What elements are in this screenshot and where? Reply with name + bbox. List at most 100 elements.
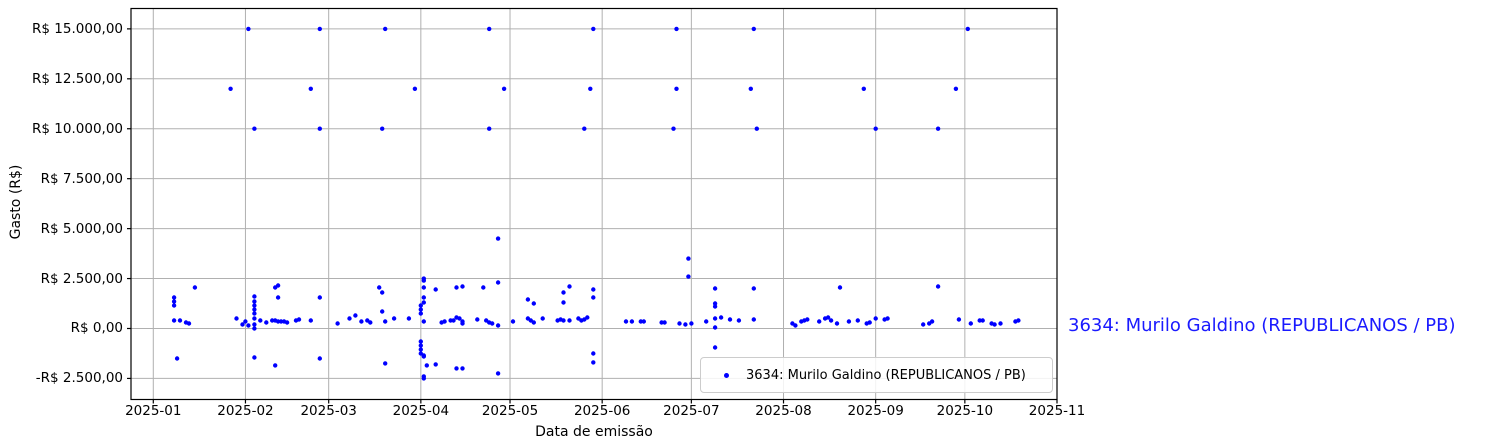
data-point	[418, 311, 423, 316]
data-point	[421, 319, 426, 324]
data-point	[418, 343, 423, 348]
x-axis-title: Data de emissão	[535, 424, 653, 440]
legend-marker-icon	[724, 372, 729, 378]
data-point	[234, 316, 239, 321]
data-point	[591, 26, 596, 32]
data-point	[582, 126, 587, 131]
data-point	[451, 318, 456, 323]
data-point	[418, 303, 423, 308]
x-tick-label: 2025-09	[847, 403, 904, 419]
data-point	[490, 321, 495, 326]
data-point	[273, 363, 278, 368]
data-point	[264, 320, 269, 325]
data-point	[998, 321, 1003, 326]
data-point	[442, 319, 447, 324]
data-point	[317, 356, 322, 361]
x-tick-label: 2025-05	[481, 403, 539, 419]
data-point	[525, 297, 531, 302]
data-point	[754, 126, 759, 131]
data-point	[567, 284, 572, 289]
data-point	[421, 376, 426, 381]
y-tick-label: R$ 5.000,00	[40, 220, 123, 237]
data-point	[186, 321, 192, 326]
data-point	[495, 236, 501, 241]
data-point	[591, 295, 596, 300]
data-point	[171, 299, 177, 304]
data-point	[793, 323, 798, 328]
data-point	[965, 26, 970, 32]
data-point	[662, 320, 667, 325]
data-point	[252, 355, 257, 360]
data-point	[171, 318, 177, 323]
data-point	[368, 320, 373, 325]
data-point	[454, 285, 459, 290]
data-point	[718, 315, 724, 320]
data-point	[495, 323, 501, 328]
data-point	[591, 360, 596, 365]
data-point	[567, 318, 572, 323]
data-point	[308, 86, 313, 92]
data-point	[258, 318, 263, 323]
data-point	[873, 316, 878, 321]
y-axis-title: Gasto (R$)	[8, 164, 24, 240]
data-point	[487, 126, 492, 131]
y-tick-label: -R$ 2.500,00	[35, 370, 123, 387]
data-point	[424, 363, 429, 368]
data-point	[481, 285, 486, 290]
data-point	[177, 318, 183, 323]
data-point	[383, 319, 388, 324]
data-point	[377, 285, 382, 290]
data-point	[380, 290, 385, 295]
data-point	[540, 316, 545, 321]
legend: 3634: Murilo Galdino (REPUBLICANOS / PB)	[700, 357, 1053, 393]
data-point	[421, 285, 426, 290]
series-annotation: 3634: Murilo Galdino (REPUBLICANOS / PB)	[1068, 315, 1456, 336]
data-point	[686, 256, 691, 261]
data-point	[412, 86, 418, 92]
data-point	[317, 295, 322, 300]
data-point	[929, 319, 935, 324]
data-point	[677, 321, 682, 326]
data-point	[727, 317, 733, 322]
data-point	[418, 307, 423, 312]
x-tick-label: 2025-01	[125, 403, 182, 419]
data-point	[228, 86, 233, 92]
data-point	[433, 362, 438, 367]
data-point	[359, 319, 364, 324]
data-point	[246, 323, 251, 328]
data-point	[751, 317, 756, 322]
data-point	[317, 26, 322, 32]
data-point	[418, 339, 423, 344]
data-point	[885, 316, 890, 321]
data-point	[421, 300, 426, 305]
data-point	[457, 316, 462, 321]
data-point	[834, 321, 840, 326]
data-point	[475, 317, 480, 322]
data-point	[629, 319, 635, 324]
data-point	[712, 316, 718, 321]
x-tick-label: 2025-11	[1028, 403, 1086, 419]
data-point	[817, 319, 822, 324]
data-point	[641, 319, 646, 324]
x-tick-label: 2025-04	[392, 403, 450, 419]
data-point	[421, 295, 426, 300]
data-point	[683, 322, 688, 327]
data-point	[317, 126, 322, 131]
data-point	[252, 316, 257, 321]
data-point	[171, 303, 177, 308]
data-point	[252, 322, 257, 327]
data-point	[380, 309, 385, 314]
data-point	[828, 318, 834, 323]
legend-label: 3634: Murilo Galdino (REPUBLICANOS / PB)	[746, 367, 1026, 383]
data-point	[712, 325, 718, 330]
data-point	[421, 278, 426, 283]
data-point	[383, 26, 388, 32]
data-point	[561, 300, 566, 305]
data-point	[347, 316, 352, 321]
data-point	[308, 318, 313, 323]
x-tick-label: 2025-06	[573, 403, 631, 419]
data-point	[674, 26, 679, 32]
x-tick-label: 2025-02	[217, 403, 274, 419]
data-point	[855, 318, 860, 323]
